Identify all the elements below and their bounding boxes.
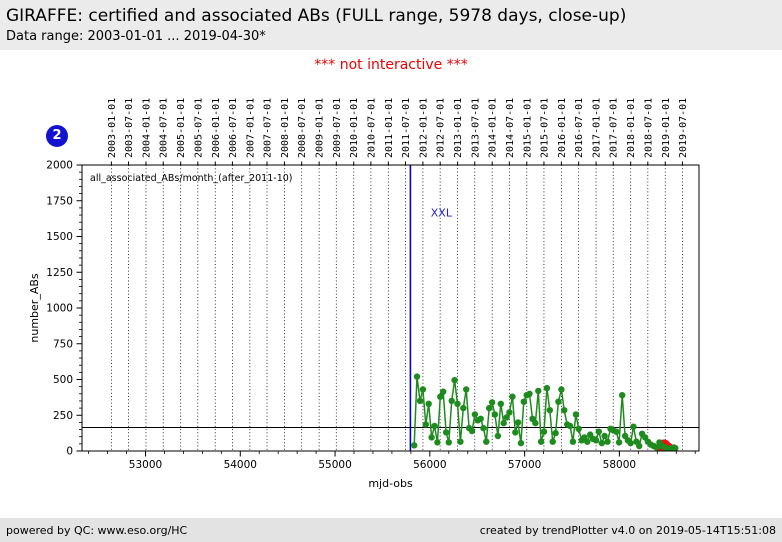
y-axis: 0 250 500 750 1000 1250 1500 1750 2000 xyxy=(46,160,82,458)
top-date-axis: 2003-01-01 2003-07-01 2004-01-01 2004-07-01… xyxy=(107,98,689,165)
top-axis-tick-label: 2008-01-01 xyxy=(280,98,291,158)
top-axis-tick-label: 2018-01-01 xyxy=(626,98,637,158)
figure-background xyxy=(0,50,782,518)
top-axis-tick-label: 2013-07-01 xyxy=(470,98,481,158)
y-axis-tick-label: 500 xyxy=(53,374,73,386)
y-axis-tick-label: 0 xyxy=(66,446,73,458)
top-axis-tick-label: 2015-07-01 xyxy=(539,98,550,158)
y-axis-tick-label: 1500 xyxy=(46,231,73,243)
top-axis-tick-label: 2006-01-01 xyxy=(211,98,222,158)
x-axis: 53000 54000 55000 56000 57000 58000 xyxy=(88,451,696,471)
page-subtitle: Data range: 2003-01-01 ... 2019-04-30* xyxy=(6,29,266,44)
top-axis-tick-label: 2004-01-01 xyxy=(141,98,152,158)
footer-powered-by: powered by QC: www.eso.org/HC xyxy=(6,523,188,537)
top-axis-tick-label: 2006-07-01 xyxy=(228,98,239,158)
top-axis-tick-label: 2015-01-01 xyxy=(522,98,533,158)
y-axis-tick-label: 750 xyxy=(53,338,73,350)
top-axis-tick-label: 2014-07-01 xyxy=(505,98,516,158)
x-axis-tick-label: 58000 xyxy=(603,459,636,471)
x-axis-tick-label: 57000 xyxy=(508,459,541,471)
top-axis-tick-label: 2011-07-01 xyxy=(401,98,412,158)
top-axis-tick-label: 2008-07-01 xyxy=(297,98,308,158)
top-axis-tick-label: 2016-01-01 xyxy=(557,98,568,158)
y-axis-tick-label: 1750 xyxy=(46,195,73,207)
top-axis-tick-label: 2010-01-01 xyxy=(349,98,360,158)
top-axis-tick-label: 2009-01-01 xyxy=(315,98,326,158)
x-axis-tick-label: 54000 xyxy=(224,459,257,471)
x-axis-tick-label: 53000 xyxy=(129,459,162,471)
top-axis-tick-label: 2012-07-01 xyxy=(436,98,447,158)
footer-bar: powered by QC: www.eso.org/HC created by… xyxy=(0,518,782,542)
top-axis-tick-label: 2018-07-01 xyxy=(643,98,654,158)
top-axis-tick-label: 2005-07-01 xyxy=(193,98,204,158)
grid-lines xyxy=(110,165,683,451)
page-title: GIRAFFE: certified and associated ABs (F… xyxy=(6,6,627,26)
top-axis-tick-label: 2012-01-01 xyxy=(418,98,429,158)
step-badge: 2 xyxy=(46,125,68,147)
y-axis-tick-label: 1000 xyxy=(46,303,73,315)
x-axis-tick-label: 56000 xyxy=(413,459,446,471)
y-axis-tick-label: 1250 xyxy=(46,267,73,279)
top-axis-tick-label: 2005-01-01 xyxy=(176,98,187,158)
top-axis-tick-label: 2017-07-01 xyxy=(609,98,620,158)
legend-label: all_associated_ABs/month_(after_2011-10) xyxy=(90,173,293,184)
y-axis-tick-label: 250 xyxy=(53,410,73,422)
not-interactive-notice: *** not interactive *** xyxy=(314,57,468,73)
xxl-annotation: XXL xyxy=(431,207,453,220)
header: GIRAFFE: certified and associated ABs (F… xyxy=(6,4,776,46)
top-axis-tick-label: 2007-01-01 xyxy=(245,98,256,158)
top-axis-tick-label: 2007-07-01 xyxy=(263,98,274,158)
top-axis-tick-label: 2016-07-01 xyxy=(574,98,585,158)
top-axis-tick-label: 2003-07-01 xyxy=(124,98,135,158)
data-series xyxy=(411,373,679,451)
top-axis-tick-label: 2017-01-01 xyxy=(592,98,603,158)
y-axis-tick-label: 2000 xyxy=(46,160,73,172)
footer-created-by: created by trendPlotter v4.0 on 2019-05-… xyxy=(479,523,776,537)
top-axis-tick-label: 2004-07-01 xyxy=(159,98,170,158)
series-all_associated_ABs_per_month xyxy=(411,373,679,451)
x-axis-label: mjd-obs xyxy=(368,477,413,490)
top-axis-tick-label: 2010-07-01 xyxy=(366,98,377,158)
top-axis-tick-label: 2003-01-01 xyxy=(107,98,118,158)
top-axis-tick-label: 2009-07-01 xyxy=(332,98,343,158)
y-axis-label: number_ABs xyxy=(28,273,41,343)
plot-border xyxy=(81,164,700,452)
top-axis-tick-label: 2019-07-01 xyxy=(678,98,689,158)
top-axis-tick-label: 2014-01-01 xyxy=(488,98,499,158)
top-axis-tick-label: 2011-01-01 xyxy=(384,98,395,158)
x-axis-tick-label: 55000 xyxy=(318,459,351,471)
top-axis-tick-label: 2013-01-01 xyxy=(453,98,464,158)
top-axis-tick-label: 2019-01-01 xyxy=(661,98,672,158)
